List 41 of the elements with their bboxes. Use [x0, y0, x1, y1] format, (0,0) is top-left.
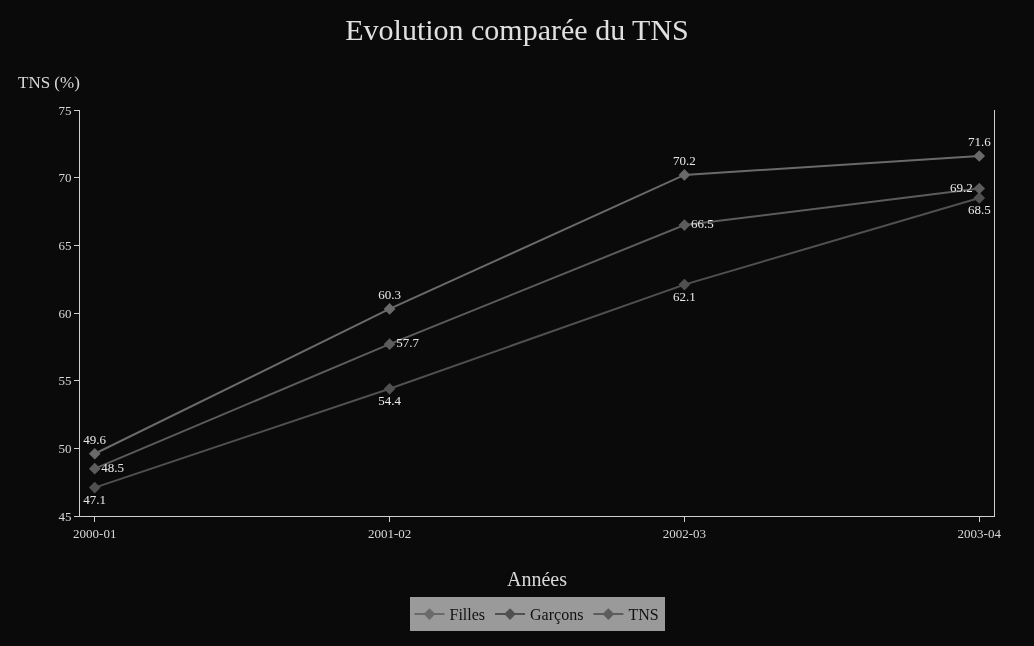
data-label: 71.6 — [967, 134, 992, 150]
point — [678, 169, 691, 181]
legend-label: Filles — [449, 606, 486, 624]
data-label: 54.4 — [378, 393, 402, 409]
point — [678, 278, 691, 291]
y-tick-label: 55 — [58, 373, 72, 389]
x-tick-label: 2002-03 — [662, 525, 707, 541]
x-tick-label: 2000-01 — [73, 525, 117, 541]
data-label: 62.1 — [673, 288, 696, 304]
point — [88, 481, 101, 494]
y-tick-label: 75 — [58, 102, 72, 118]
data-label: 60.3 — [378, 287, 401, 303]
data-label: 69.2 — [949, 179, 973, 195]
y-tick-label: 65 — [58, 237, 72, 253]
y-tick-label: 60 — [58, 305, 72, 321]
x-tick-label: 2003-04 — [957, 525, 1002, 541]
point — [88, 447, 101, 460]
data-label: 49.6 — [83, 431, 107, 447]
point — [678, 219, 691, 231]
x-axis-title: Années — [507, 568, 568, 590]
point — [383, 338, 396, 350]
legend-label: TNS — [628, 606, 659, 624]
point — [383, 303, 396, 315]
point — [973, 192, 986, 204]
data-label: 66.5 — [691, 216, 714, 232]
point — [973, 150, 986, 162]
x-tick-label: 2001-02 — [367, 525, 412, 541]
data-label: 70.2 — [673, 153, 696, 169]
legend-label: Garçons — [530, 606, 584, 625]
chart-title: Evolution comparée du TNS — [345, 13, 689, 47]
y-axis-title: TNS (%) — [18, 73, 80, 92]
point — [88, 462, 101, 475]
data-label: 57.7 — [396, 335, 420, 351]
data-label: 68.5 — [967, 202, 991, 218]
point — [383, 382, 396, 395]
y-tick-label: 70 — [58, 170, 72, 186]
y-tick-label: 45 — [58, 508, 72, 524]
data-label: 48.5 — [101, 459, 125, 475]
point — [973, 182, 986, 195]
y-tick-label: 50 — [58, 440, 72, 456]
data-label: 47.1 — [83, 491, 107, 507]
